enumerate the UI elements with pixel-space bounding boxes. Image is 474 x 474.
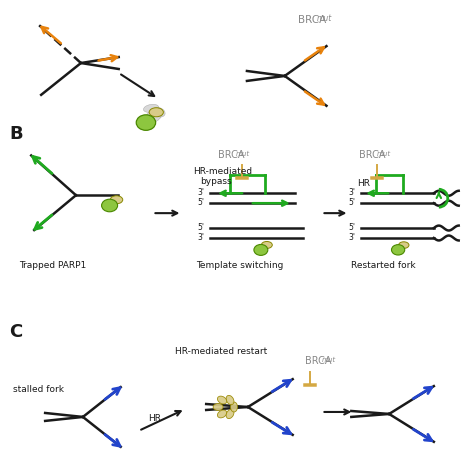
Ellipse shape: [144, 104, 159, 112]
Text: HR: HR: [357, 179, 370, 188]
Text: C: C: [9, 323, 23, 341]
Ellipse shape: [153, 108, 165, 117]
Text: BRCA: BRCA: [218, 150, 245, 161]
Text: HR-mediated restart: HR-mediated restart: [175, 347, 268, 356]
Ellipse shape: [101, 199, 118, 212]
Text: Trapped PARP1: Trapped PARP1: [19, 261, 87, 270]
Ellipse shape: [110, 196, 123, 204]
Ellipse shape: [261, 241, 272, 248]
Text: mut: mut: [236, 152, 250, 157]
Text: 3': 3': [197, 188, 204, 197]
Text: HR-mediated: HR-mediated: [193, 167, 252, 176]
Text: 5': 5': [348, 223, 356, 232]
Ellipse shape: [218, 410, 227, 418]
Text: BRCA: BRCA: [298, 15, 326, 25]
Ellipse shape: [230, 402, 237, 412]
Ellipse shape: [254, 245, 268, 255]
Text: HR: HR: [148, 414, 162, 423]
Text: 5': 5': [197, 198, 204, 207]
Text: 5': 5': [197, 223, 204, 232]
Ellipse shape: [226, 410, 234, 419]
Ellipse shape: [213, 403, 223, 410]
Text: mut: mut: [322, 357, 336, 363]
Text: stalled fork: stalled fork: [13, 385, 64, 394]
Text: mut: mut: [377, 152, 391, 157]
Ellipse shape: [392, 245, 405, 255]
Text: BRCA: BRCA: [305, 356, 331, 366]
Text: 3': 3': [348, 188, 356, 197]
Text: 3': 3': [197, 233, 204, 242]
Text: bypass: bypass: [200, 177, 232, 186]
Ellipse shape: [218, 396, 227, 404]
Ellipse shape: [146, 109, 162, 123]
Text: 5': 5': [348, 198, 356, 207]
Text: mut: mut: [316, 14, 331, 23]
Ellipse shape: [399, 242, 409, 248]
Text: B: B: [9, 125, 23, 143]
Text: Template switching: Template switching: [196, 261, 283, 270]
Text: 3': 3': [348, 233, 356, 242]
Text: BRCA: BRCA: [359, 150, 386, 161]
Ellipse shape: [136, 115, 155, 130]
Ellipse shape: [149, 108, 164, 117]
Ellipse shape: [226, 395, 234, 405]
Text: Restarted fork: Restarted fork: [351, 261, 416, 270]
